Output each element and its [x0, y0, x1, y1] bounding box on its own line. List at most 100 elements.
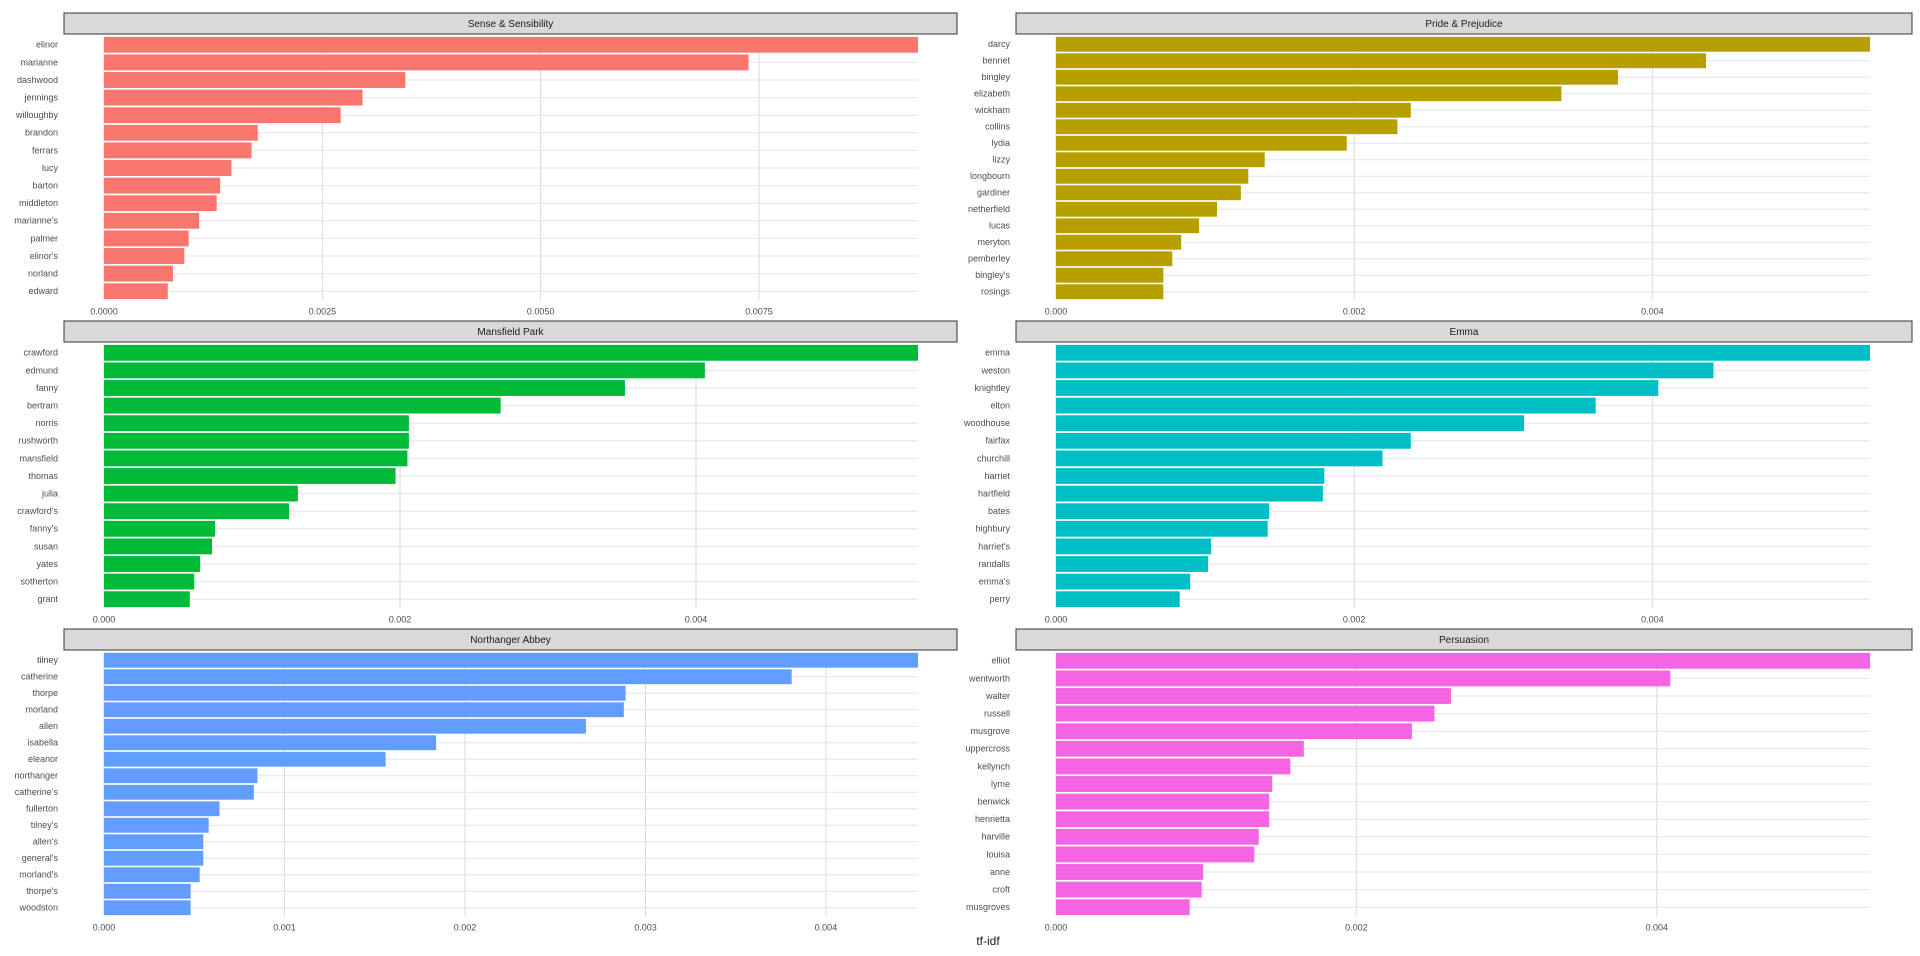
bar [104, 283, 168, 300]
y-tick-label: bingley [981, 72, 1010, 82]
bar [1056, 36, 1870, 52]
y-tick-label: mansfield [19, 453, 58, 463]
x-tick-label: 0.002 [389, 614, 412, 624]
bar [1056, 234, 1182, 250]
bar [1056, 201, 1218, 217]
y-tick-label: edmund [25, 365, 58, 375]
x-tick-label: 0.000 [1045, 614, 1068, 624]
y-tick-label: general's [22, 853, 59, 863]
bar [104, 652, 918, 668]
bar [1056, 723, 1412, 740]
bar [1056, 168, 1249, 184]
facet-title: Emma [1450, 327, 1479, 338]
x-tick-label: 0.004 [1641, 306, 1664, 316]
y-tick-label: netherfield [968, 204, 1010, 214]
bar [1056, 344, 1870, 361]
bar [1056, 864, 1204, 880]
y-tick-label: norris [35, 418, 58, 428]
y-tick-label: tilney's [31, 820, 59, 830]
facet-strip [1015, 628, 1913, 651]
bar [1056, 450, 1383, 467]
y-tick-label: longbourn [970, 171, 1010, 181]
x-tick-label: 0.000 [1045, 922, 1068, 932]
bar [1056, 828, 1259, 845]
y-tick-label: dashwood [17, 75, 58, 85]
bar [104, 107, 341, 124]
bar [104, 556, 201, 572]
y-tick-label: knightley [974, 383, 1010, 393]
bar [104, 867, 200, 883]
x-tick-label: 0.004 [685, 614, 708, 624]
bar [104, 432, 409, 449]
x-tick-label: 0.004 [1641, 614, 1664, 624]
y-tick-label: musgrove [970, 726, 1010, 736]
y-tick-label: rushworth [18, 436, 58, 446]
facet-title: Mansfield Park [477, 327, 544, 338]
y-tick-label: morland [25, 705, 58, 715]
bar [1056, 135, 1347, 151]
bar [1056, 670, 1671, 687]
bar [104, 36, 918, 53]
y-tick-label: catherine [21, 672, 58, 682]
y-tick-label: jennings [23, 92, 58, 102]
y-tick-label: uppercross [965, 744, 1010, 754]
y-tick-label: palmer [30, 233, 58, 243]
y-tick-label: benwick [977, 796, 1010, 806]
bar [1056, 573, 1191, 590]
bar [1056, 485, 1323, 502]
y-tick-label: willoughby [15, 110, 59, 120]
y-tick-label: hartfield [978, 488, 1010, 498]
y-tick-label: middleton [19, 198, 58, 208]
y-tick-label: ferrars [32, 145, 59, 155]
y-tick-label: lizzy [993, 155, 1011, 165]
y-tick-label: northanger [14, 771, 58, 781]
y-tick-label: louisa [986, 849, 1010, 859]
bar [1056, 705, 1435, 722]
y-tick-label: catherine's [15, 787, 59, 797]
y-tick-label: emma's [979, 576, 1011, 586]
y-tick-label: highbury [975, 524, 1010, 534]
x-axis-title: tf-idf [976, 934, 1000, 948]
bar [104, 883, 191, 899]
bar [1056, 397, 1596, 414]
y-tick-label: woodston [18, 903, 58, 913]
bar [1056, 468, 1325, 484]
x-tick-label: 0.002 [1345, 922, 1368, 932]
bar [1056, 53, 1707, 69]
bar [104, 768, 258, 784]
bar [104, 380, 625, 396]
bar [104, 784, 254, 800]
y-tick-label: isabella [27, 738, 58, 748]
y-tick-label: gardiner [977, 188, 1010, 198]
bar [104, 900, 191, 916]
y-tick-label: thomas [28, 471, 58, 481]
y-tick-label: wickham [974, 105, 1010, 115]
facet-panel: Emma 0.000 0.002 0.004 emma weston knightley el… [963, 320, 1913, 624]
y-tick-label: julia [41, 488, 58, 498]
y-tick-label: marianne's [14, 216, 58, 226]
x-tick-label: 0.002 [1343, 306, 1366, 316]
facet-title: Sense & Sensibility [468, 19, 554, 30]
bar [104, 415, 409, 432]
y-tick-label: harriet's [978, 541, 1010, 551]
y-tick-label: wentworth [968, 673, 1010, 683]
y-tick-label: edward [28, 286, 58, 296]
x-tick-label: 0.000 [93, 922, 116, 932]
bar [1056, 185, 1241, 201]
bar [1056, 251, 1173, 267]
bar [1056, 758, 1291, 775]
y-tick-label: thorpe [32, 688, 58, 698]
y-tick-label: bennet [982, 56, 1010, 66]
bar [104, 142, 252, 159]
bar [104, 591, 190, 608]
y-tick-label: emma [985, 348, 1010, 358]
y-tick-label: susan [34, 541, 58, 551]
y-tick-label: allen's [33, 837, 59, 847]
bar [1056, 899, 1190, 916]
facet-strip [1015, 12, 1913, 35]
y-tick-label: bertram [27, 400, 58, 410]
y-tick-label: lucas [989, 221, 1011, 231]
bar [1056, 556, 1209, 572]
bar [104, 801, 220, 817]
